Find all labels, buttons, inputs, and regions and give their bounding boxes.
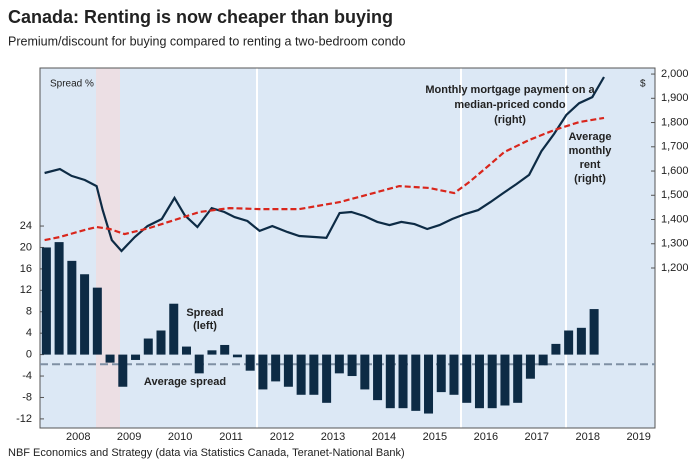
x-tick-label: 2017 [525,431,549,443]
bar [500,354,510,406]
bar [156,330,166,355]
bar [283,354,293,387]
line [44,116,605,242]
series-label: Average [568,131,611,143]
x-tick-label: 2009 [117,431,141,443]
x-tick-label: 2011 [219,431,243,443]
x-tick-label: 2010 [168,431,192,443]
bar [334,354,344,374]
bar [271,354,281,382]
bar [118,354,128,387]
bar [131,354,141,360]
x-tick-label: 2013 [321,431,345,443]
bar [373,354,383,401]
bar [67,260,77,355]
bar [322,354,332,403]
chart-title: Canada: Renting is now cheaper than buyi… [8,7,393,27]
recession-band [96,68,120,428]
bar [538,354,548,366]
series-label: (right) [494,114,526,126]
bar [551,343,561,355]
y-tick-label: -12 [16,413,32,425]
bar [474,354,484,409]
bar [564,330,574,355]
bar [436,354,446,393]
plot-frame [39,67,656,429]
bar [207,350,217,355]
bar [462,354,472,403]
bar [194,354,204,374]
y2-tick-label: 1,300 [661,238,689,250]
y-tick-label: 4 [26,327,32,339]
bar [169,303,179,355]
bar [54,242,64,355]
series-label: median-priced condo [454,99,566,111]
line [44,76,605,253]
y-tick-label: 20 [20,241,32,253]
bar [487,354,497,409]
y-tick-label: 16 [20,263,32,275]
bar [296,354,306,395]
series-label: Spread [186,307,223,319]
bar [525,354,535,379]
plot-background [40,68,655,428]
bar [41,247,51,355]
bar [424,354,434,414]
y2-tick-label: 1,700 [661,141,689,153]
bar [258,354,268,390]
bar [449,354,459,395]
y2-tick-label: 2,000 [661,68,689,80]
bar [181,346,191,355]
y-tick-label: 8 [26,306,32,318]
reference-label: Average spread [144,376,226,388]
x-tick-label: 2014 [372,431,396,443]
y-tick-label: 24 [20,220,32,232]
y-tick-label: 0 [26,349,32,361]
bar [589,309,599,355]
y2-tick-label: 1,600 [661,165,689,177]
series-label: (right) [574,173,606,185]
x-tick-label: 2019 [626,431,650,443]
bar [232,354,242,358]
bar [576,327,586,355]
x-tick-label: 2018 [576,431,600,443]
series-label: Monthly mortgage payment on a [425,84,595,96]
y2-tick-label: 1,900 [661,92,689,104]
bar [360,354,370,390]
bar [309,354,319,395]
bar [513,354,523,403]
y2-tick-label: 1,200 [661,262,689,274]
y2-tick-label: 1,400 [661,213,689,225]
bar [398,354,408,409]
bar [80,274,90,355]
x-tick-label: 2016 [474,431,498,443]
series-label: (left) [193,320,217,332]
y-axis-label: Spread % [50,79,94,90]
series-label: rent [580,159,601,171]
x-tick-label: 2012 [270,431,294,443]
bar [385,354,395,409]
x-tick-label: 2008 [66,431,90,443]
bar [92,287,102,355]
bar [105,354,115,363]
series-label: monthly [569,145,613,157]
y2-axis-label: $ [640,79,646,90]
bar [143,338,153,355]
bar [245,354,255,371]
bar [220,344,230,355]
source: NBF Economics and Strategy (data via Sta… [8,447,405,459]
chart-subtitle: Premium/discount for buying compared to … [8,34,405,48]
y-tick-label: -4 [22,370,32,382]
y2-tick-label: 1,800 [661,116,689,128]
x-tick-label: 2015 [423,431,447,443]
bar [411,354,421,411]
y-tick-label: 12 [20,284,32,296]
bar [347,354,357,377]
y2-tick-label: 1,500 [661,189,689,201]
y-tick-label: -8 [22,391,32,403]
